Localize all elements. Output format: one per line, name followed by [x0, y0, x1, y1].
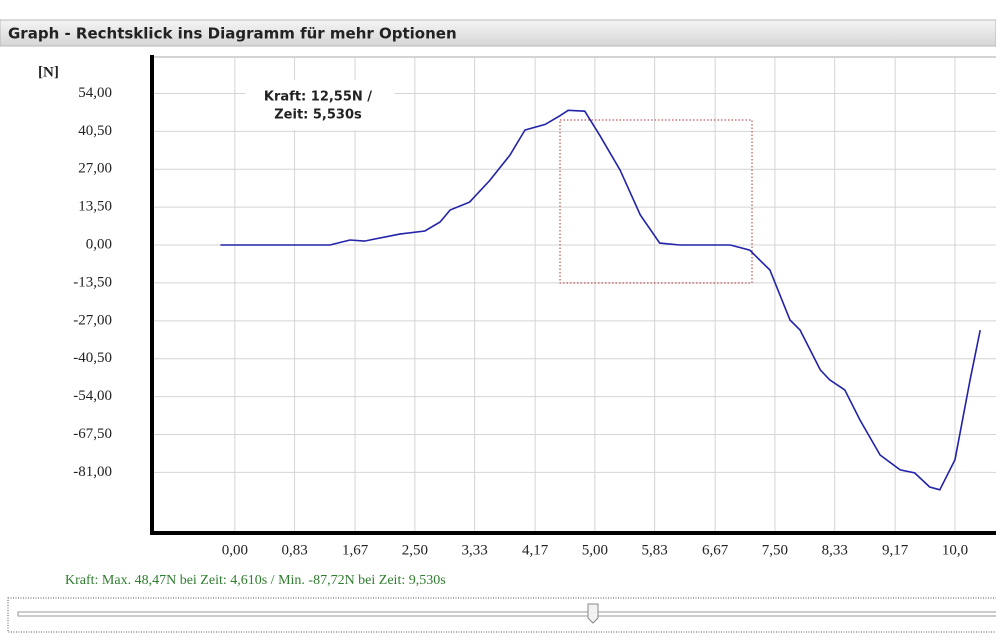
x-tick-label: 1,67 [342, 542, 369, 558]
y-tick-label: 54,00 [78, 85, 112, 101]
x-tick-label: 8,33 [822, 542, 848, 558]
x-tick-label: 5,83 [642, 542, 668, 558]
grid [152, 57, 996, 533]
y-tick-label: -54,00 [73, 388, 112, 404]
x-tick-label: 7,50 [762, 542, 788, 558]
x-tick-label: 5,00 [582, 542, 608, 558]
y-tick-label: -40,50 [73, 350, 112, 366]
force-line [220, 109, 981, 491]
x-tick-label: 0,00 [222, 542, 248, 558]
y-tick-label: -13,50 [73, 274, 112, 290]
title-bar [0, 19, 996, 47]
slider-track [17, 611, 996, 617]
slider-thumb[interactable] [587, 603, 599, 624]
status-text: Kraft: Max. 48,47N bei Zeit: 4,610s / Mi… [65, 573, 446, 588]
y-unit: [N] [38, 64, 59, 80]
x-tick-label: 2,50 [402, 542, 428, 558]
x-tick-label: 10,0 [942, 542, 968, 558]
series [220, 109, 981, 491]
x-tick-label: 3,33 [461, 542, 487, 558]
tooltip-line: Kraft: 12,55N / [264, 90, 372, 105]
window-title: Graph - Rechtsklick ins Diagramm für meh… [8, 25, 457, 43]
tooltip-box [245, 80, 395, 130]
y-tick-label: -67,50 [73, 426, 112, 442]
y-tick-label: -81,00 [73, 464, 112, 480]
y-tick-label: 0,00 [86, 236, 112, 252]
y-tick-label: 27,00 [78, 161, 112, 177]
plot-area [151, 56, 996, 534]
y-tick-label: -27,00 [73, 312, 112, 328]
tooltip-line: Zeit: 5,530s [274, 108, 362, 123]
zoom-selection [559, 119, 753, 284]
y-tick-label: 40,50 [78, 123, 112, 139]
x-tick-label: 0,83 [281, 542, 307, 558]
x-tick-label: 6,67 [702, 542, 729, 558]
y-tick-label: 13,50 [78, 199, 112, 215]
x-tick-label: 4,17 [522, 542, 549, 558]
x-tick-label: 9,17 [882, 542, 909, 558]
